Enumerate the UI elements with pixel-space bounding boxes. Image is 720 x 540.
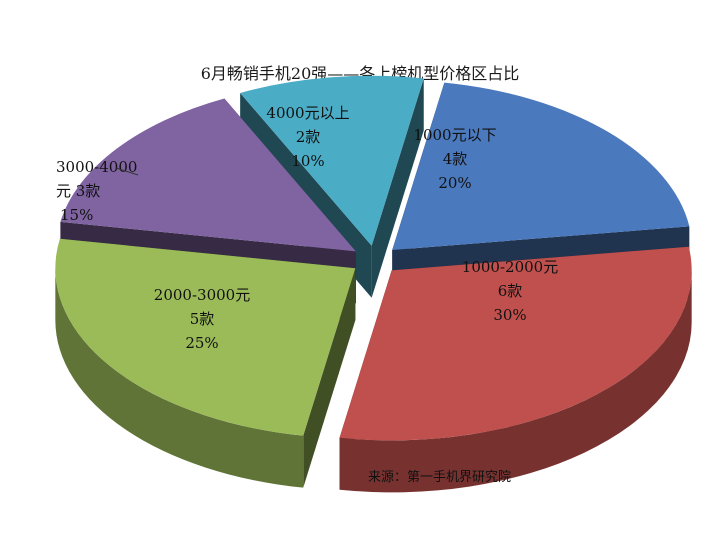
slice-above4000-top xyxy=(240,75,424,246)
slice-below1000-top xyxy=(392,82,690,250)
slice-label-below1000-line3: 20% xyxy=(438,174,471,192)
label-leader-line xyxy=(115,167,139,176)
slice-label-1000to2000-line3: 30% xyxy=(493,306,526,324)
slice-label-3000to4000-line2: 元 3款 xyxy=(56,182,100,200)
slice-label-1000to2000: 1000-2000元 6款 30% xyxy=(462,258,558,324)
slice-label-3000to4000-line3: 15% xyxy=(60,206,93,224)
slice-1000to2000-outer-wall xyxy=(339,270,692,493)
pie-slices xyxy=(55,75,692,493)
slice-label-above4000-line3: 10% xyxy=(291,152,324,170)
slice-1000to2000-top xyxy=(339,246,692,441)
pie-labels: 1000元以下 4款 20%1000-2000元 6款 30%2000-3000元 5款 2… xyxy=(56,104,558,352)
chart-source: 来源：第一手机界研究院 xyxy=(368,470,512,485)
slice-label-3000to4000: 3000-4000 元 3款 15% xyxy=(56,158,137,224)
slice-label-2000to3000: 2000-3000元 5款 25% xyxy=(154,286,250,352)
slice-label-below1000: 1000元以下 4款 20% xyxy=(413,126,496,192)
slice-2000to3000 xyxy=(55,238,356,488)
slice-label-2000to3000-line3: 25% xyxy=(185,334,218,352)
slice-label-above4000-line1: 4000元以上 xyxy=(266,104,349,122)
slice-label-above4000: 4000元以上 2款 10% xyxy=(266,104,349,170)
chart-title: 6月畅销手机20强——各上榜机型价格区占比 xyxy=(200,64,520,83)
slice-2000to3000-top xyxy=(55,238,356,436)
slice-2000to3000-side-start xyxy=(303,268,356,488)
slice-label-below1000-line1: 1000元以下 xyxy=(413,126,496,144)
slice-label-3000to4000-line1: 3000-4000 xyxy=(56,158,137,176)
slice-label-1000to2000-line1: 1000-2000元 xyxy=(462,258,558,276)
slice-above4000-side-end xyxy=(371,78,424,298)
slice-label-below1000-line2: 4款 xyxy=(443,150,468,168)
slice-label-1000to2000-line2: 6款 xyxy=(498,282,523,300)
slice-label-above4000-line2: 2款 xyxy=(296,128,321,146)
slice-1000to2000 xyxy=(339,246,692,493)
slice-label-2000to3000-line1: 2000-3000元 xyxy=(154,286,250,304)
slice-3000to4000-top xyxy=(60,98,356,252)
slice-label-2000to3000-line2: 5款 xyxy=(190,310,215,328)
slice-2000to3000-outer-wall xyxy=(55,268,304,488)
